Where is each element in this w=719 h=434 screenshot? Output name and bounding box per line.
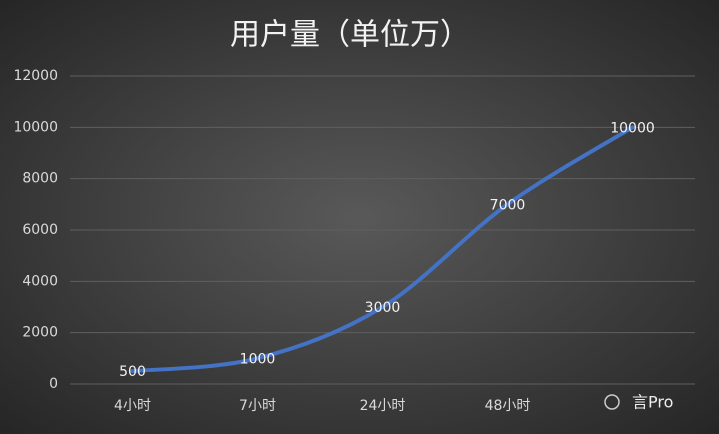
x-tick-label: 48小时 (485, 398, 531, 414)
data-label: 3000 (365, 300, 401, 316)
chart-title: 用户量（单位万） (230, 18, 470, 53)
data-label: 10000 (610, 120, 655, 136)
y-tick-label: 6000 (22, 222, 58, 238)
x-tick-label: 24小时 (360, 398, 406, 414)
data-label: 1000 (240, 351, 276, 367)
data-label: 7000 (490, 197, 526, 213)
x-tick-label: 7小时 (239, 398, 276, 414)
y-tick-label: 4000 (22, 273, 58, 289)
data-label: 500 (119, 364, 146, 380)
y-tick-label: 12000 (13, 68, 58, 84)
watermark: 言Pro (604, 393, 673, 412)
y-tick-label: 10000 (13, 119, 58, 135)
y-tick-label: 0 (49, 376, 58, 392)
line (130, 125, 635, 374)
watermark-text: 言Pro (632, 393, 673, 412)
y-tick-label: 8000 (22, 171, 58, 187)
watermark-icon (604, 394, 620, 410)
x-tick-label: 4小时 (114, 398, 151, 414)
y-tick-label: 2000 (22, 325, 58, 341)
